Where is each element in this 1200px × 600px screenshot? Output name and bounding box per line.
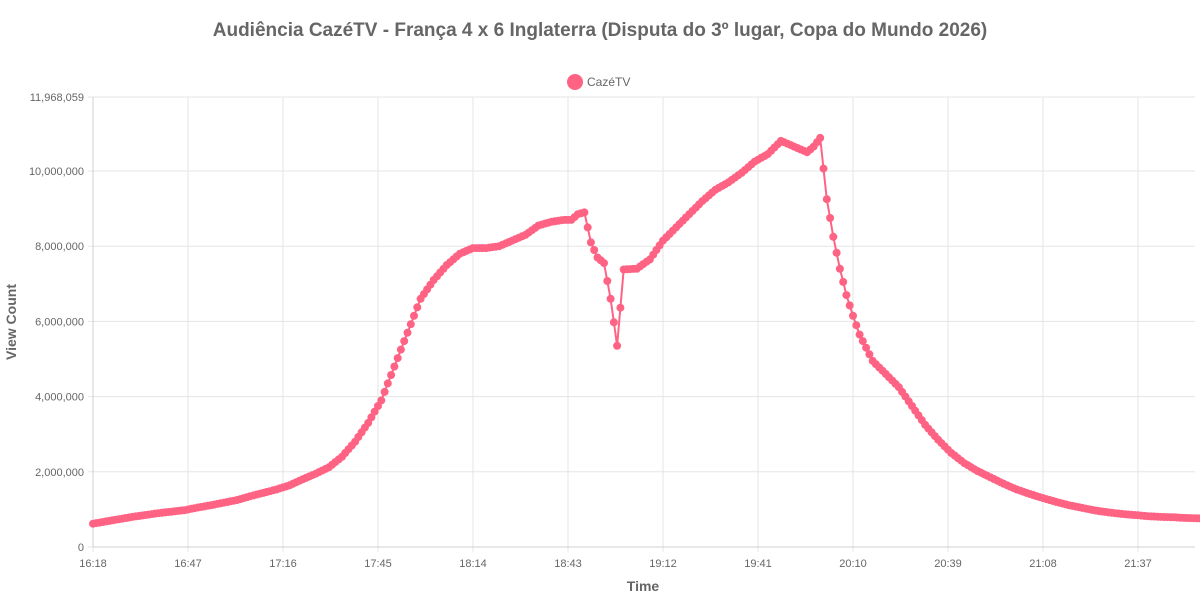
- data-point[interactable]: [380, 387, 389, 396]
- chart-title: Audiência CazéTV - França 4 x 6 Inglater…: [213, 20, 988, 41]
- data-point[interactable]: [1196, 514, 1200, 523]
- data-point[interactable]: [390, 362, 399, 371]
- data-point[interactable]: [383, 379, 392, 388]
- x-tick-label: 21:37: [1124, 558, 1152, 570]
- x-tick-label: 20:10: [839, 558, 867, 570]
- data-point[interactable]: [413, 303, 422, 312]
- data-point[interactable]: [603, 277, 612, 285]
- data-point[interactable]: [387, 371, 396, 379]
- legend-marker-cazetv: [567, 74, 583, 90]
- data-point[interactable]: [819, 164, 828, 173]
- data-point[interactable]: [862, 343, 871, 352]
- series-line: [92, 135, 1200, 525]
- data-point[interactable]: [842, 291, 851, 300]
- data-point[interactable]: [580, 208, 589, 217]
- data-point[interactable]: [816, 133, 825, 142]
- y-tick-label: 4,000,000: [35, 392, 84, 404]
- x-tick-label: 20:39: [934, 558, 962, 570]
- x-tick-label: 19:41: [744, 558, 772, 570]
- data-point[interactable]: [403, 328, 412, 337]
- y-tick-label: 8,000,000: [35, 241, 84, 253]
- y-tick-label: 6,000,000: [35, 316, 84, 328]
- data-point[interactable]: [839, 277, 848, 286]
- y-axis-title: View Count: [3, 284, 19, 360]
- data-point[interactable]: [590, 246, 599, 254]
- data-point[interactable]: [377, 396, 386, 405]
- data-point[interactable]: [583, 223, 592, 232]
- y-tick-label: 10,000,000: [29, 166, 84, 178]
- data-point[interactable]: [835, 264, 844, 273]
- data-point[interactable]: [855, 330, 864, 339]
- x-tick-label: 21:08: [1029, 558, 1057, 570]
- data-point[interactable]: [406, 320, 415, 329]
- data-point[interactable]: [616, 303, 625, 312]
- data-point[interactable]: [865, 350, 874, 359]
- axes: 0 2,000,000 4,000,000 6,000,000 8,000,000 10,…: [29, 92, 1195, 570]
- data-point[interactable]: [396, 345, 405, 354]
- grid-lines: [88, 96, 1195, 552]
- data-point[interactable]: [829, 232, 838, 241]
- data-point[interactable]: [826, 214, 835, 222]
- data-point[interactable]: [613, 341, 622, 350]
- data-point[interactable]: [832, 248, 841, 257]
- data-point[interactable]: [845, 301, 854, 310]
- series-cazetv: [89, 133, 1200, 528]
- data-point[interactable]: [858, 337, 867, 346]
- x-axis-title: Time: [627, 578, 660, 594]
- x-tick-label: 19:12: [649, 558, 677, 570]
- x-tick-label: 18:43: [554, 558, 582, 570]
- x-tick-label: 18:14: [459, 558, 487, 570]
- x-tick-label: 16:47: [174, 558, 202, 570]
- data-point[interactable]: [852, 321, 861, 330]
- x-tick-label: 16:18: [79, 558, 107, 570]
- data-point[interactable]: [609, 318, 618, 327]
- data-point[interactable]: [410, 311, 418, 320]
- legend[interactable]: CazéTV: [567, 74, 630, 90]
- x-tick-label: 17:16: [269, 558, 297, 570]
- data-point[interactable]: [606, 294, 615, 303]
- data-point[interactable]: [822, 195, 831, 204]
- y-tick-label: 11,968,059: [30, 92, 84, 104]
- y-tick-label: 0: [78, 542, 84, 554]
- data-point[interactable]: [849, 311, 857, 320]
- data-point[interactable]: [586, 238, 595, 247]
- data-point[interactable]: [393, 354, 402, 363]
- data-point[interactable]: [600, 259, 608, 268]
- x-tick-label: 17:45: [364, 558, 392, 570]
- data-point[interactable]: [400, 337, 409, 346]
- y-tick-label: 2,000,000: [35, 467, 84, 479]
- legend-label-cazetv: CazéTV: [587, 75, 630, 89]
